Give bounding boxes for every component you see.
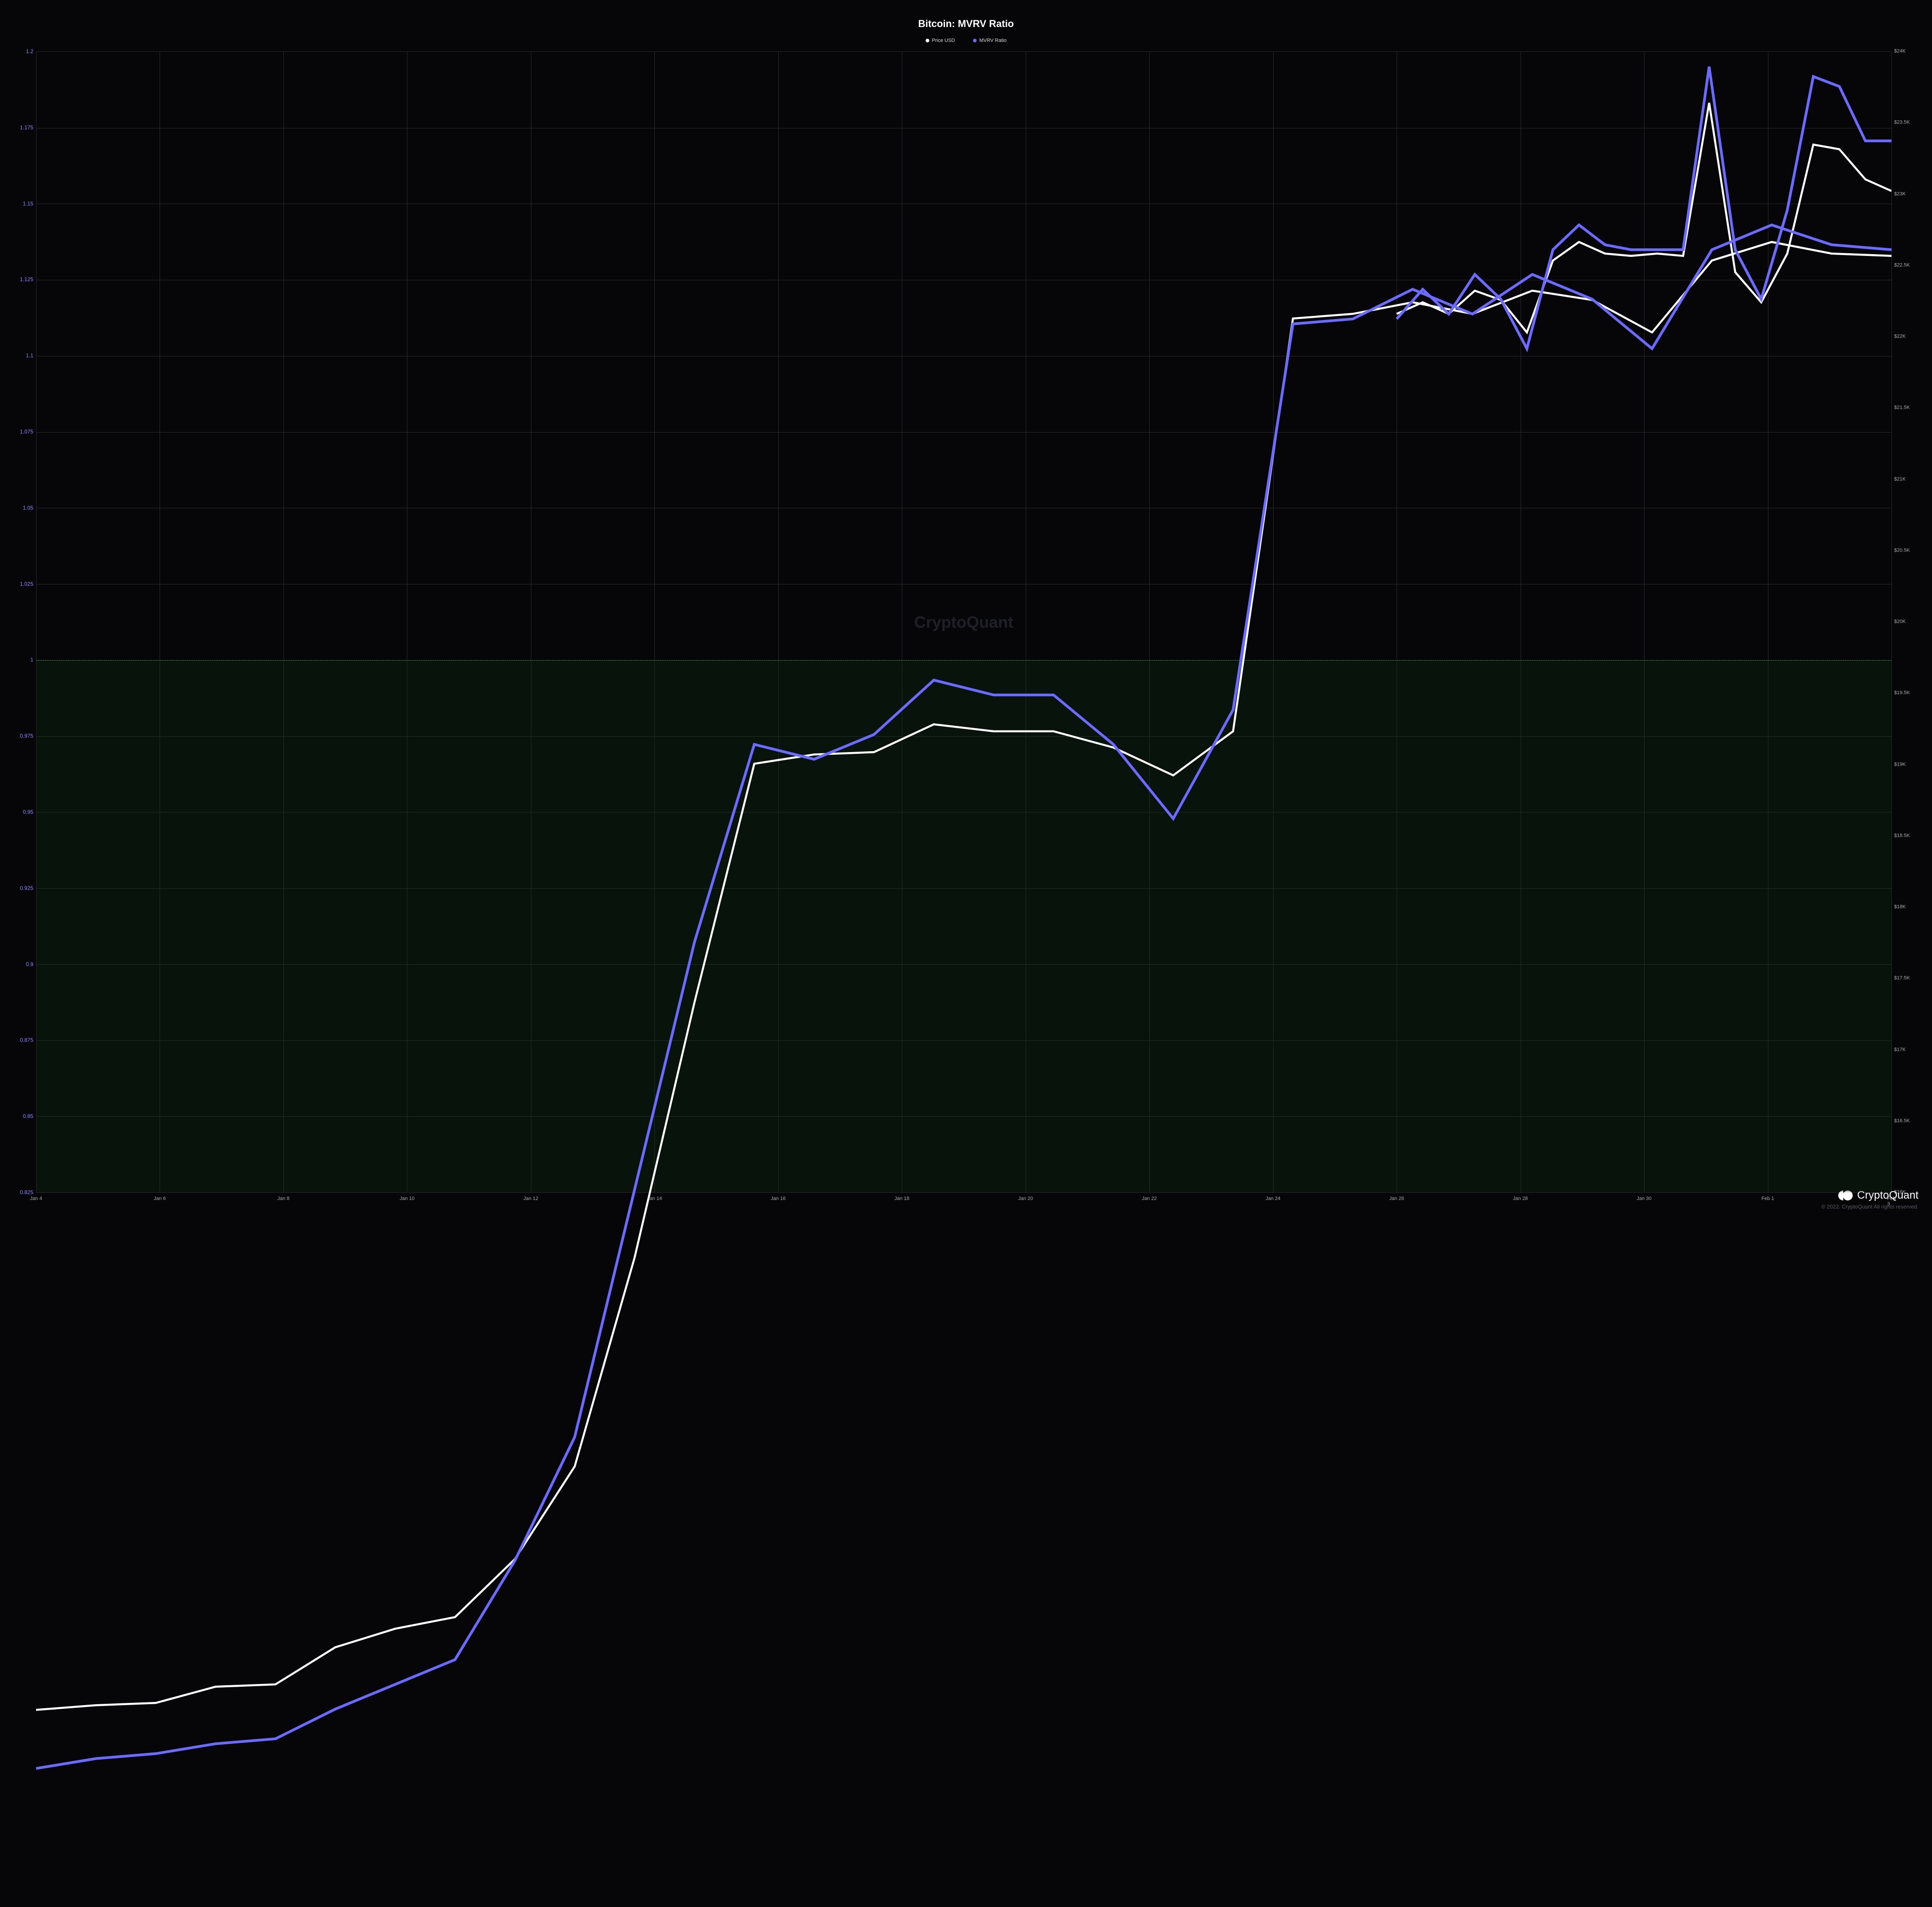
- y-left-tick: 0.925: [20, 885, 33, 891]
- chart-title: Bitcoin: MVRV Ratio: [14, 18, 1918, 30]
- y-left-tick: 0.825: [20, 1190, 33, 1195]
- legend-dot: [973, 39, 977, 42]
- legend-label: MVRV Ratio: [979, 38, 1006, 43]
- chart-svg: [36, 52, 1891, 1907]
- y-left-tick: 0.9: [26, 962, 33, 967]
- y-left-tick: 1: [30, 657, 33, 662]
- y-right-tick: $20.5K: [1894, 548, 1910, 553]
- y-left-tick: 1.125: [20, 277, 33, 282]
- y-axis-right: $24K $23.5K $23K $22.5K $22K $21.5K $21K $20.5K…: [1891, 51, 1918, 1192]
- legend: Price USD MVRV Ratio: [14, 38, 1918, 43]
- y-left-tick: 1.2: [26, 49, 33, 54]
- legend-label: Price USD: [932, 38, 955, 43]
- series-price: [36, 242, 1891, 1710]
- y-right-tick: $24K: [1894, 49, 1906, 54]
- y-right-tick: $23.5K: [1894, 120, 1910, 125]
- y-left-tick: 0.85: [23, 1113, 33, 1119]
- y-right-tick: $16.5K: [1894, 1118, 1910, 1123]
- y-right-tick: $22K: [1894, 334, 1906, 339]
- legend-dot: [926, 39, 929, 42]
- legend-item: MVRV Ratio: [973, 38, 1006, 43]
- y-left-tick: 1.025: [20, 581, 33, 587]
- series-price_tail: [1397, 103, 1891, 332]
- y-axis-left: 1.2 1.175 1.15 1.125 1.1 1.075 1.05 1.025 1 0.975…: [14, 51, 36, 1192]
- y-left-tick: 1.1: [26, 353, 33, 358]
- series-mvrv: [36, 225, 1891, 1768]
- plot-area: CryptoQuant: [36, 51, 1891, 1192]
- y-right-tick: $18.5K: [1894, 833, 1910, 838]
- y-right-tick: $21K: [1894, 477, 1906, 482]
- y-right-tick: $21.5K: [1894, 406, 1910, 411]
- y-left-tick: 1.075: [20, 429, 33, 434]
- series-mvrv_tail: [1397, 67, 1891, 349]
- y-left-tick: 0.975: [20, 733, 33, 739]
- y-right-tick: $19.5K: [1894, 691, 1910, 696]
- y-right-tick: $22.5K: [1894, 263, 1910, 268]
- y-left-tick: 0.95: [23, 809, 33, 815]
- legend-item: Price USD: [926, 38, 955, 43]
- y-left-tick: 1.05: [23, 505, 33, 511]
- y-right-tick: $18K: [1894, 905, 1906, 910]
- y-right-tick: $20K: [1894, 620, 1906, 625]
- y-right-tick: $17.5K: [1894, 976, 1910, 981]
- y-right-tick: $23K: [1894, 192, 1906, 196]
- y-right-tick: $17K: [1894, 1047, 1906, 1052]
- y-left-tick: 1.175: [20, 125, 33, 130]
- y-right-tick: $19K: [1894, 762, 1906, 767]
- y-left-tick: 1.15: [23, 201, 33, 206]
- y-left-tick: 0.875: [20, 1037, 33, 1043]
